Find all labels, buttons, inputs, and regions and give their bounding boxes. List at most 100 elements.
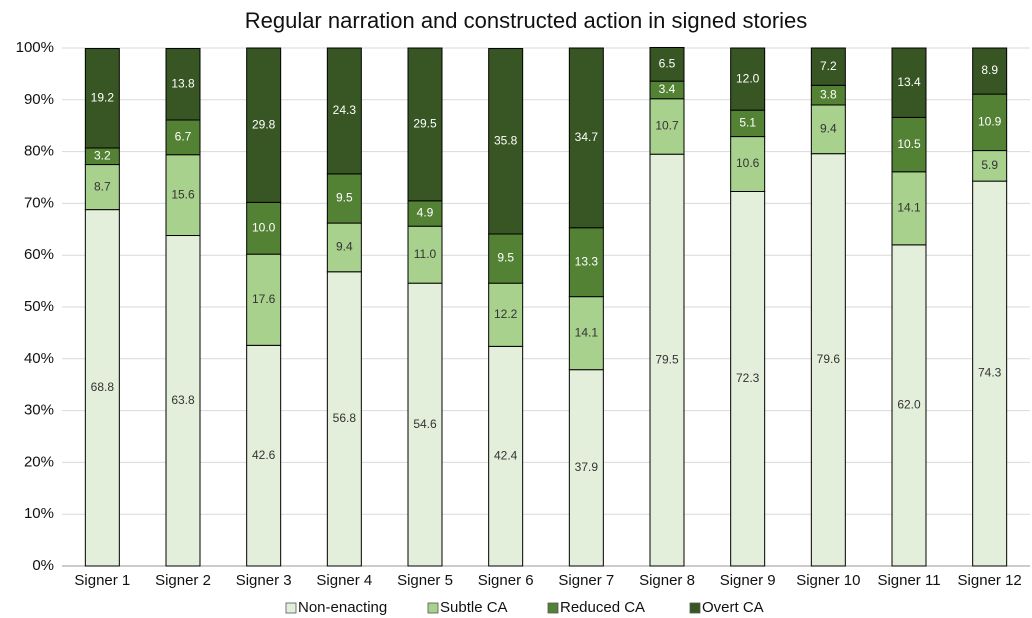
y-tick-label: 0% <box>32 557 54 574</box>
bar-segment <box>568 227 604 298</box>
bar-segment <box>326 173 362 224</box>
bar-segment <box>246 201 282 255</box>
bar-segment <box>165 235 201 567</box>
data-label: 17.6 <box>252 292 276 306</box>
data-label: 9.4 <box>336 240 353 254</box>
data-label: 7.2 <box>820 59 837 73</box>
bar-segment <box>891 244 927 567</box>
bar-segment <box>972 93 1008 152</box>
data-label: 54.6 <box>413 417 437 431</box>
data-label: 6.7 <box>175 130 192 144</box>
data-label: 29.8 <box>252 117 276 131</box>
bar-segment <box>568 296 604 371</box>
y-tick-label: 60% <box>24 246 54 263</box>
data-label: 14.1 <box>575 325 599 339</box>
data-label: 3.8 <box>820 87 837 101</box>
data-label: 42.4 <box>494 448 518 462</box>
data-label: 79.6 <box>817 352 841 366</box>
y-tick-label: 90% <box>24 91 54 108</box>
y-tick-label: 100% <box>16 39 54 56</box>
bar-segment <box>165 48 201 121</box>
bar-segment <box>246 253 282 346</box>
bar-segment <box>326 222 362 273</box>
bar-segment <box>568 369 604 567</box>
data-label: 5.9 <box>981 158 998 172</box>
bar-segment <box>972 150 1008 182</box>
y-tick-label: 80% <box>24 143 54 160</box>
bar-segment <box>730 190 766 567</box>
data-label: 72.3 <box>736 371 760 385</box>
x-tick-label: Signer 8 <box>639 572 695 589</box>
legend-swatch <box>427 602 439 614</box>
x-tick-label: Signer 4 <box>316 572 372 589</box>
y-tick-label: 30% <box>24 402 54 419</box>
data-label: 9.4 <box>820 121 837 135</box>
x-tick-label: Signer 2 <box>155 572 211 589</box>
data-label: 56.8 <box>333 411 357 425</box>
bar-segment <box>407 47 443 202</box>
data-label: 62.0 <box>897 398 921 412</box>
data-label: 10.5 <box>897 137 921 151</box>
x-tick-label: Signer 7 <box>558 572 614 589</box>
x-tick-label: Signer 9 <box>720 572 776 589</box>
bar-segment <box>84 209 120 567</box>
x-tick-label: Signer 10 <box>796 572 860 589</box>
data-label: 9.5 <box>497 251 514 265</box>
data-label: 34.7 <box>575 130 599 144</box>
data-label: 10.9 <box>978 115 1002 129</box>
data-label: 68.8 <box>91 380 115 394</box>
data-label: 12.0 <box>736 71 760 85</box>
data-label: 13.8 <box>171 76 195 90</box>
bar-segment <box>165 119 201 156</box>
bar-segment <box>649 46 685 82</box>
data-label: 19.2 <box>91 90 115 104</box>
data-label: 63.8 <box>171 393 195 407</box>
data-label: 10.7 <box>655 119 679 133</box>
data-label: 5.1 <box>739 116 756 130</box>
data-label: 13.3 <box>575 254 599 268</box>
data-label: 8.9 <box>981 63 998 77</box>
bar-segment <box>326 47 362 175</box>
x-tick-label: Signer 12 <box>958 572 1022 589</box>
bar-segment <box>84 48 120 149</box>
x-tick-label: Signer 1 <box>74 572 130 589</box>
data-label: 74.3 <box>978 366 1002 380</box>
bar-segment <box>891 116 927 173</box>
data-label: 14.1 <box>897 200 921 214</box>
legend-label: Overt CA <box>702 599 764 616</box>
x-tick-label: Signer 3 <box>236 572 292 589</box>
bar-segment <box>407 225 443 284</box>
data-label: 13.4 <box>897 75 921 89</box>
data-label: 24.3 <box>333 103 357 117</box>
legend-label: Reduced CA <box>560 599 645 616</box>
data-label: 11.0 <box>414 247 437 261</box>
y-tick-label: 10% <box>24 505 54 522</box>
y-tick-label: 50% <box>24 298 54 315</box>
bar-segment <box>568 47 604 229</box>
data-label: 12.2 <box>494 307 518 321</box>
x-tick-label: Signer 11 <box>877 572 940 589</box>
y-tick-label: 20% <box>24 453 54 470</box>
data-label: 6.5 <box>659 56 676 70</box>
data-label: 3.4 <box>659 82 676 96</box>
bar-segment <box>407 282 443 567</box>
legend-swatch <box>547 602 559 614</box>
data-label: 42.6 <box>252 448 276 462</box>
bar-segment <box>326 271 362 567</box>
bar-segment <box>488 282 524 347</box>
data-label: 10.6 <box>736 156 760 170</box>
bar-segment <box>407 200 443 227</box>
data-label: 3.2 <box>94 148 111 162</box>
data-label: 9.5 <box>336 191 353 205</box>
legend-label: Non-enacting <box>298 599 387 616</box>
data-label: 29.5 <box>413 117 437 131</box>
data-label: 35.8 <box>494 133 518 147</box>
bar-segment <box>891 47 927 118</box>
bar-segment <box>730 109 766 138</box>
bar-segment <box>165 154 201 237</box>
data-label: 37.9 <box>575 460 599 474</box>
chart-title: Regular narration and constructed action… <box>245 8 808 33</box>
bar-segment <box>488 345 524 567</box>
data-label: 4.9 <box>417 206 434 220</box>
